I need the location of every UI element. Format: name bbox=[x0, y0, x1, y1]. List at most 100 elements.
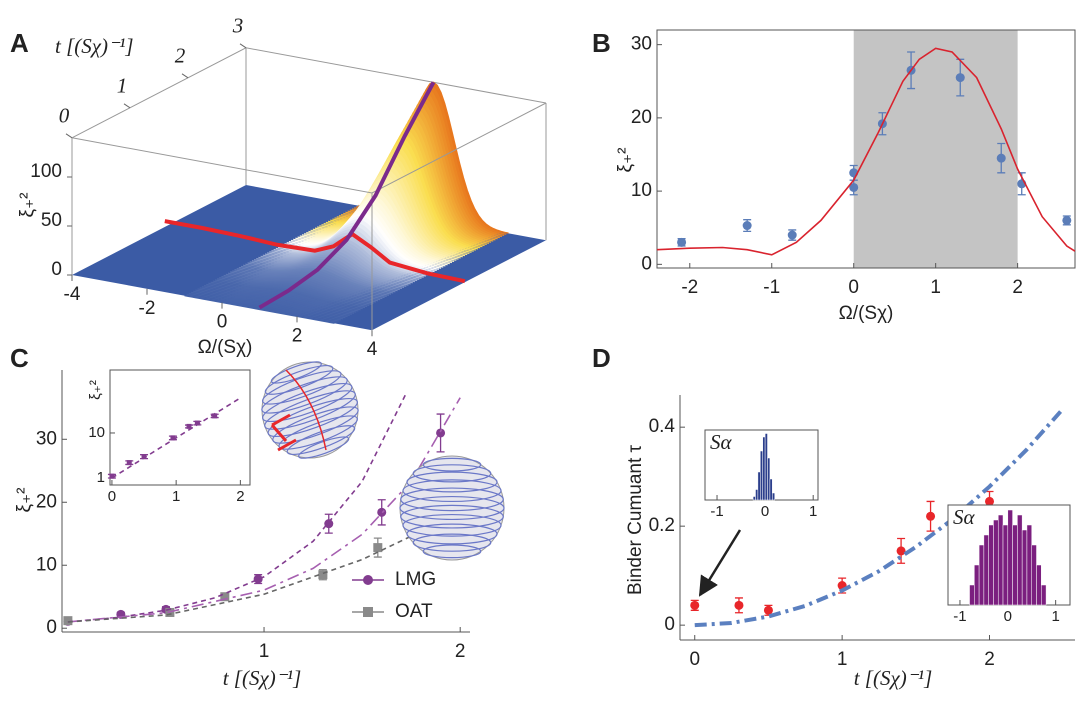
x-tick-label: -1 bbox=[953, 608, 966, 625]
trajectory bbox=[285, 369, 327, 451]
sphere-latitude bbox=[261, 376, 348, 414]
data-point bbox=[220, 592, 230, 602]
x-tick-label: 1 bbox=[809, 503, 817, 520]
x-tick-label: 1 bbox=[259, 641, 270, 662]
y-axis-label: ξ₊² bbox=[615, 148, 636, 173]
x-tick-label: -1 bbox=[710, 503, 723, 520]
hist-bar bbox=[769, 478, 773, 501]
data-point bbox=[763, 605, 773, 615]
data-point bbox=[677, 237, 687, 247]
x-axis-label: Ω/(Sχ) bbox=[198, 337, 253, 358]
sphere-latitude bbox=[262, 370, 342, 405]
data-point bbox=[996, 153, 1006, 163]
y-tick-label: 0.2 bbox=[649, 515, 675, 536]
sphere-latitude bbox=[422, 457, 482, 472]
y-tick-label: 0.4 bbox=[649, 416, 676, 437]
y-tick-label: 10 bbox=[88, 424, 105, 441]
y-axis-label: ξ₊² bbox=[14, 488, 35, 513]
inset-label: Sα bbox=[953, 505, 976, 529]
hist-bar bbox=[1002, 524, 1009, 606]
y-tick-label: 30 bbox=[36, 428, 57, 449]
cut-curve bbox=[164, 219, 466, 284]
hist-bar bbox=[1041, 584, 1047, 606]
sphere-latitude bbox=[278, 415, 358, 450]
t-tick-label: 1 bbox=[117, 74, 128, 98]
hist-bar bbox=[757, 471, 761, 501]
sphere bbox=[261, 361, 359, 459]
sphere-latitude bbox=[270, 361, 322, 384]
data-point bbox=[318, 570, 328, 580]
data-point bbox=[896, 546, 906, 556]
y-tick-label: 10 bbox=[36, 554, 57, 575]
hist-bar bbox=[983, 534, 989, 606]
data-point bbox=[212, 413, 218, 419]
hist-bar bbox=[755, 489, 759, 501]
sphere-latitude bbox=[399, 495, 505, 521]
box-edge bbox=[71, 102, 547, 194]
sphere-latitude bbox=[422, 544, 482, 559]
inset-y-label: ξ₊² bbox=[87, 380, 104, 400]
sphere-latitude bbox=[272, 406, 359, 444]
hist-bar bbox=[969, 584, 975, 606]
data-point bbox=[373, 543, 383, 553]
x-tick-label: 1 bbox=[930, 277, 941, 298]
y-tick-label: 10 bbox=[631, 180, 652, 201]
data-point bbox=[109, 473, 115, 479]
hist-bar bbox=[1036, 564, 1042, 606]
t-axis-label: t [(Sχ)⁻¹] bbox=[55, 34, 134, 58]
x-tick-label: 2 bbox=[292, 325, 303, 346]
plot-frame bbox=[656, 29, 1076, 269]
data-point bbox=[436, 428, 446, 438]
z-tick-label: 100 bbox=[30, 161, 62, 182]
data-point bbox=[141, 454, 147, 460]
data-point bbox=[926, 511, 936, 521]
hist-bar bbox=[997, 514, 1004, 606]
x-tick-label: 0 bbox=[108, 488, 116, 505]
panel-label: D bbox=[592, 343, 611, 373]
t-tick-label: 0 bbox=[59, 104, 70, 128]
x-tick-label: 2 bbox=[984, 649, 995, 670]
hist-bar bbox=[1017, 514, 1023, 606]
z-axis-label: ξ₊² bbox=[17, 193, 38, 218]
x-tick-label: -2 bbox=[681, 277, 698, 298]
panel-label: A bbox=[10, 28, 29, 58]
sphere-latitude bbox=[298, 436, 350, 459]
data-point bbox=[253, 574, 263, 584]
x-axis-label: t [(Sχ)⁻¹] bbox=[854, 666, 933, 690]
hist-bar bbox=[1021, 529, 1028, 606]
x-tick-label: 2 bbox=[1012, 277, 1023, 298]
data-point bbox=[126, 460, 132, 466]
data-point bbox=[985, 496, 995, 506]
data-point bbox=[849, 182, 859, 192]
trajectory bbox=[270, 413, 297, 452]
hist-bar bbox=[764, 433, 768, 501]
sphere-latitude bbox=[264, 390, 356, 430]
data-point bbox=[955, 73, 965, 83]
hist-bar bbox=[978, 544, 985, 606]
t-tick bbox=[181, 73, 189, 79]
fit-curve bbox=[656, 47, 1076, 256]
data-point bbox=[186, 423, 192, 429]
plot-frame bbox=[109, 369, 251, 486]
hist-bar bbox=[993, 519, 999, 606]
hist-bar bbox=[1026, 524, 1032, 606]
y-axis-label: Binder Cumuant τ bbox=[625, 444, 646, 595]
x-tick-label: 4 bbox=[367, 339, 378, 360]
data-point bbox=[787, 230, 797, 240]
x-tick-label: 0 bbox=[848, 277, 859, 298]
z-tick-label: 50 bbox=[41, 210, 62, 231]
t-tick-label: 2 bbox=[175, 44, 186, 68]
x-tick-label: 0 bbox=[217, 312, 228, 333]
hist-bar bbox=[1031, 544, 1037, 606]
shaded-region bbox=[853, 30, 1018, 268]
panel-label: B bbox=[592, 28, 611, 58]
data-point bbox=[194, 420, 200, 426]
y-tick-label: 0 bbox=[46, 617, 57, 638]
sphere-latitude bbox=[400, 504, 504, 529]
t-tick-label: 3 bbox=[232, 14, 244, 38]
x-tick-label: 0 bbox=[689, 649, 700, 670]
sphere-latitude bbox=[286, 425, 356, 455]
sphere-latitude bbox=[402, 479, 502, 503]
y-tick-label: 30 bbox=[631, 34, 652, 55]
